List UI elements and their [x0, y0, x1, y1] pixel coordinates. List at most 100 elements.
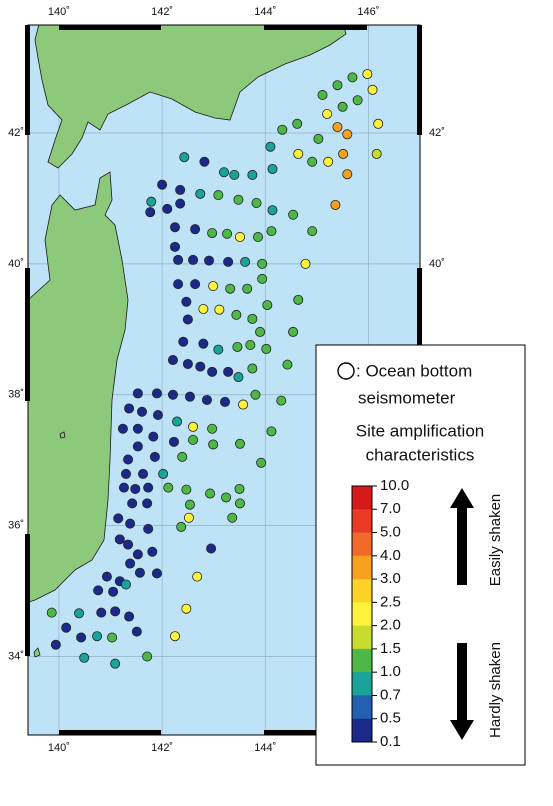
seismometer: [247, 169, 258, 180]
seismometer: [175, 184, 186, 195]
colorbar-tick-label: 0.7: [380, 686, 401, 703]
hokkaido: [34, 25, 347, 169]
seismometer: [184, 391, 195, 402]
lon-tick-label: 140˚: [48, 742, 70, 754]
seismometer: [250, 389, 261, 400]
seismometer: [207, 366, 218, 377]
lon-tick-label: 146˚: [357, 6, 379, 18]
stations: [46, 69, 384, 669]
seismometer: [132, 388, 143, 399]
seismometer: [251, 197, 262, 208]
colorbar-segment: [352, 625, 372, 650]
seismometer: [337, 101, 348, 112]
seismometer: [313, 133, 324, 144]
colorbar-segment: [352, 648, 372, 673]
seismometer: [124, 403, 135, 414]
seismometer: [247, 363, 258, 374]
lon-tick-label: 140˚: [48, 6, 70, 18]
lat-tick-label: 42˚: [429, 127, 445, 139]
seismometer: [229, 169, 240, 180]
frame-stripe: [25, 268, 30, 401]
legend-title: characteristics: [366, 445, 475, 464]
seismometer: [172, 416, 183, 427]
seismometer: [218, 167, 229, 178]
seismometer: [293, 148, 304, 159]
seismometer: [143, 482, 154, 493]
seismometer: [50, 639, 61, 650]
seismometer: [167, 355, 178, 366]
seismometer: [205, 488, 216, 499]
seismometer: [107, 632, 118, 643]
frame-stripe: [417, 268, 422, 401]
seismometer: [233, 194, 244, 205]
seismometer: [222, 228, 233, 239]
colorbar-segment: [352, 602, 372, 627]
seismometer: [152, 410, 163, 421]
colorbar-tick-label: 7.0: [380, 500, 401, 517]
seismometer: [136, 406, 147, 417]
seismometer: [130, 483, 141, 494]
seismometer: [292, 118, 303, 129]
seismometer: [206, 543, 217, 554]
seismometer: [76, 632, 87, 643]
lon-tick-label: 142˚: [151, 742, 173, 754]
seismometer: [110, 658, 121, 669]
lon-tick-label: 144˚: [254, 6, 276, 18]
seismometer: [192, 571, 203, 582]
seismometer: [182, 314, 193, 325]
islet: [59, 431, 66, 439]
colorbar-segment: [352, 695, 372, 720]
seismometer: [208, 281, 219, 292]
seismometer: [138, 468, 149, 479]
seismometer: [108, 586, 119, 597]
seismometer: [118, 482, 129, 493]
colorbar-segment: [352, 532, 372, 557]
seismometer: [234, 498, 245, 509]
colorbar-segment: [352, 555, 372, 580]
seismometer: [101, 571, 112, 582]
seismometer: [288, 209, 299, 220]
seismometer: [307, 156, 318, 167]
seismometer: [162, 203, 173, 214]
seismometer: [134, 567, 145, 578]
frame-stripe: [417, 25, 422, 135]
seismometer: [184, 499, 195, 510]
seismometer: [124, 611, 135, 622]
colorbar-border: [351, 485, 373, 743]
honshu: [28, 171, 129, 603]
lat-tick-label: 40˚: [8, 258, 24, 270]
colorbar-segment: [352, 509, 372, 534]
seismometer: [132, 549, 143, 560]
seismometer: [114, 534, 125, 545]
seismometer: [208, 439, 219, 450]
seismometer: [282, 359, 293, 370]
seismometer: [151, 388, 162, 399]
seismometer: [245, 339, 256, 350]
seismometer: [201, 394, 212, 405]
seismometer: [266, 226, 277, 237]
legend: : Ocean bottom seismometer Site amplific…: [315, 344, 526, 766]
seismometer: [145, 207, 156, 218]
seismometer: [173, 279, 184, 290]
seismometer: [256, 457, 267, 468]
seismometer: [198, 338, 209, 349]
seismometer: [342, 129, 353, 140]
seismometer: [167, 389, 178, 400]
seismometer: [262, 300, 273, 311]
frame-stripe: [59, 25, 161, 30]
seismometer: [307, 226, 318, 237]
seismometer: [188, 421, 199, 432]
seismometer: [158, 468, 169, 479]
seismometer: [257, 273, 268, 284]
lon-tick-label: 142˚: [151, 6, 173, 18]
legend-box: [315, 344, 526, 766]
seismometer: [214, 304, 225, 315]
colorbar-segment: [352, 672, 372, 696]
colorbar-tick-label: 2.5: [380, 593, 401, 610]
seismometer: [234, 438, 245, 449]
seismometer: [188, 434, 199, 445]
seismometer: [175, 198, 186, 209]
colorbar-tick-label: 10.0: [380, 477, 409, 494]
